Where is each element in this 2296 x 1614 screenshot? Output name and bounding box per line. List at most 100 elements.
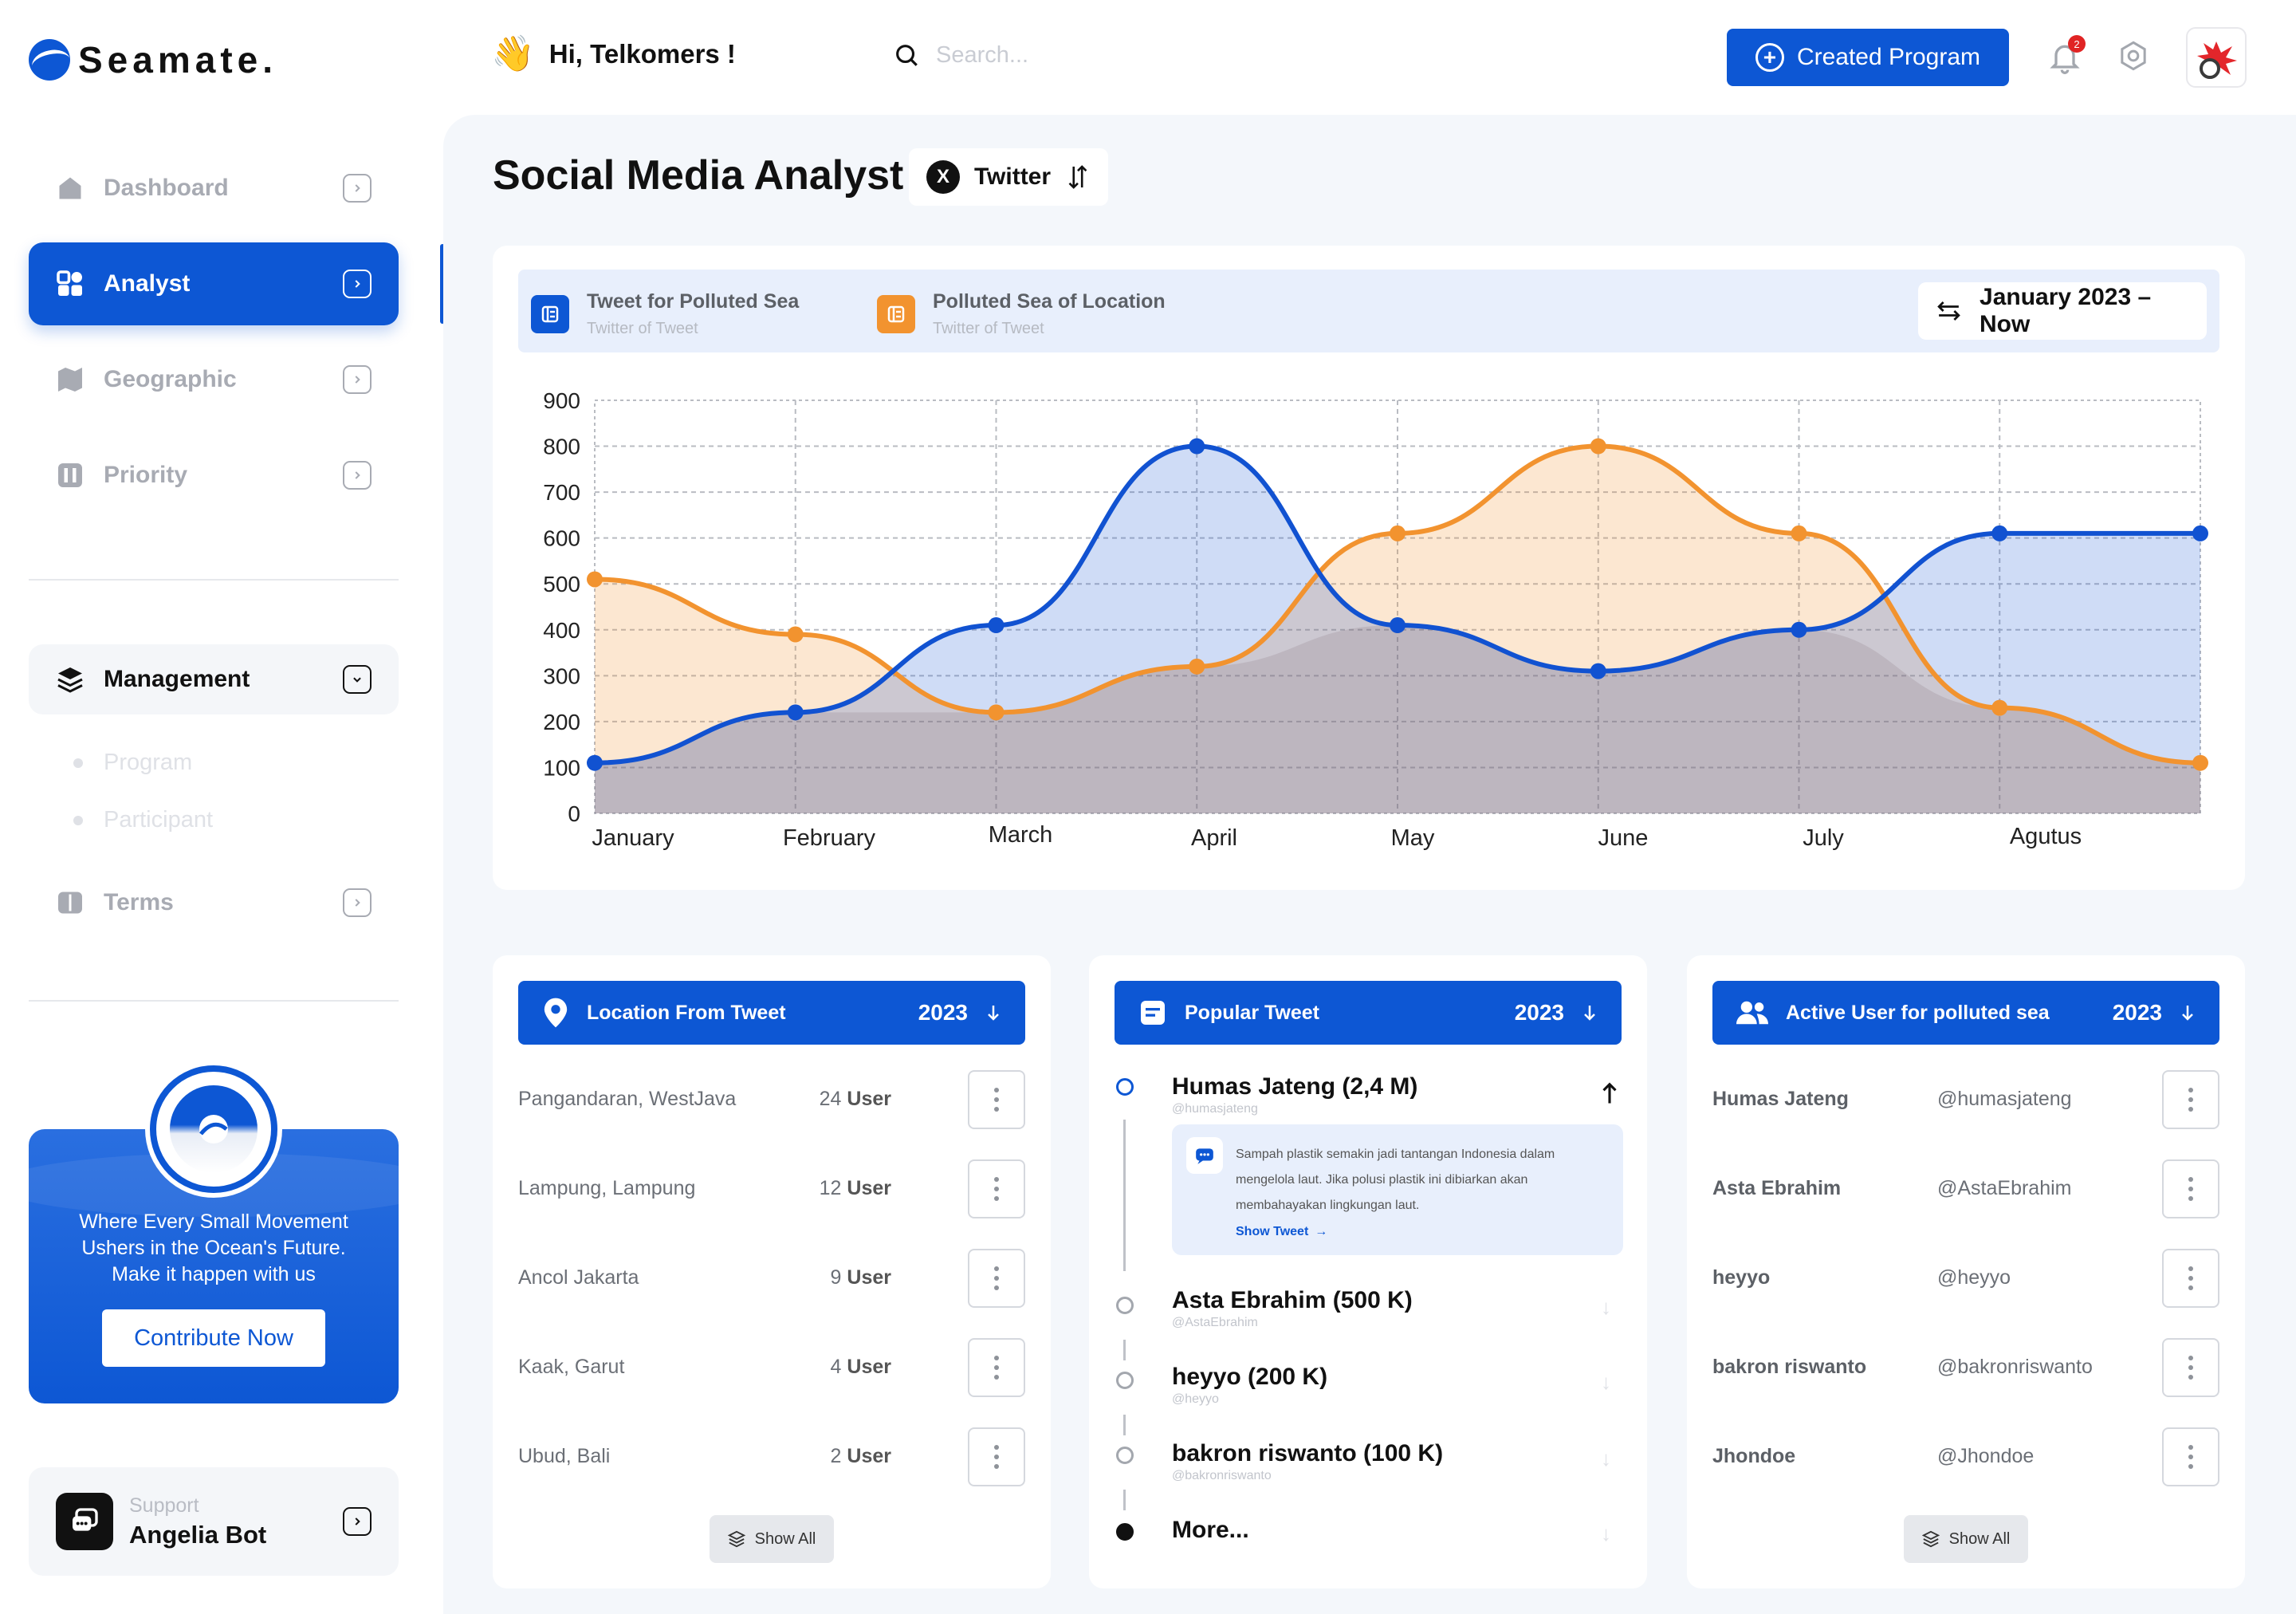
ocean-logo-icon xyxy=(170,1085,258,1173)
popular-tweet-item[interactable]: heyyo (200 K) @heyyo xyxy=(1172,1364,1327,1407)
home-icon xyxy=(59,177,81,199)
location-name: Ubud, Bali xyxy=(518,1445,611,1467)
chevron-down-icon xyxy=(343,665,372,694)
arrow-up-icon[interactable] xyxy=(1599,1081,1620,1105)
more-options-button[interactable] xyxy=(968,1427,1025,1486)
search-bar[interactable] xyxy=(893,41,1287,69)
support-name: Angelia Bot xyxy=(129,1520,267,1549)
timeline-node-more xyxy=(1116,1523,1134,1541)
sidebar-item-geographic[interactable]: Geographic xyxy=(29,338,399,421)
dot-icon xyxy=(994,1276,999,1281)
legend-item-tweets[interactable]: Tweet for Polluted Sea Twitter of Tweet xyxy=(531,290,799,338)
popular-tweet-item[interactable]: Asta Ebrahim (500 K) @AstaEbrahim xyxy=(1172,1287,1413,1330)
sidebar-item-analyst[interactable]: Analyst xyxy=(29,242,399,325)
user-count: 4 User xyxy=(831,1356,891,1379)
dot-icon xyxy=(2188,1445,2193,1450)
location-card-header[interactable]: Location From Tweet 2023 xyxy=(518,981,1025,1045)
count-value: 2 xyxy=(830,1445,842,1467)
show-all-locations-button[interactable]: Show All xyxy=(710,1515,834,1563)
show-tweet-label: Show Tweet xyxy=(1236,1225,1309,1238)
sidebar-item-terms[interactable]: Terms xyxy=(29,861,399,944)
more-options-button[interactable] xyxy=(2162,1070,2219,1129)
arrow-down-icon[interactable]: ↓ xyxy=(1601,1295,1611,1319)
dot-icon xyxy=(994,1285,999,1290)
timeline-node xyxy=(1116,1447,1134,1464)
more-tweets-link[interactable]: More... xyxy=(1172,1517,1249,1544)
location-name: Pangandaran, WestJava xyxy=(518,1088,737,1110)
x-tick-label: March xyxy=(989,822,1053,848)
dot-icon xyxy=(2188,1266,2193,1271)
support-bot[interactable]: Support Angelia Bot xyxy=(29,1467,399,1576)
more-options-button[interactable] xyxy=(968,1070,1025,1129)
show-all-users-button[interactable]: Show All xyxy=(1904,1515,2028,1563)
layers-icon xyxy=(1921,1530,1940,1548)
book-icon xyxy=(58,892,82,914)
more-options-button[interactable] xyxy=(2162,1159,2219,1218)
user-handle: @bakronriswanto xyxy=(1937,1356,2093,1378)
promo-line: Ushers in the Ocean's Future. xyxy=(81,1237,346,1259)
count-value: 24 xyxy=(819,1088,842,1110)
dot-icon xyxy=(2188,1097,2193,1102)
count-unit: User xyxy=(847,1177,891,1199)
location-name: Kaak, Garut xyxy=(518,1356,625,1378)
dot-icon xyxy=(2188,1276,2193,1281)
created-program-button[interactable]: + Created Program xyxy=(1727,29,2009,86)
sidebar-subitem-participant[interactable]: Participant xyxy=(73,807,213,833)
arrow-down-icon[interactable]: ↓ xyxy=(1601,1447,1611,1470)
year-filter[interactable]: 2023 xyxy=(2112,1000,2162,1025)
tweet-handle: @humasjateng xyxy=(1172,1102,1258,1116)
y-tick-label: 700 xyxy=(543,480,580,505)
sidebar-divider xyxy=(29,579,399,581)
popular-tweet-item[interactable]: Humas Jateng (2,4 M) @humasjateng xyxy=(1172,1073,1417,1116)
notification-button[interactable]: 2 xyxy=(2047,35,2086,78)
swap-arrows-icon xyxy=(1937,301,1960,321)
user-count: 24 User xyxy=(820,1088,891,1111)
year-filter[interactable]: 2023 xyxy=(1514,1000,1564,1025)
sidebar-management-toggle[interactable]: Management xyxy=(29,644,399,714)
popular-tweet-item[interactable]: bakron riswanto (100 K) @bakronriswanto xyxy=(1172,1440,1443,1483)
sidebar-item-priority[interactable]: Priority xyxy=(29,434,399,517)
active-indicator xyxy=(440,244,445,324)
seamate-logo-icon xyxy=(29,39,70,81)
year-filter[interactable]: 2023 xyxy=(918,1000,968,1025)
popular-card-header[interactable]: Popular Tweet 2023 xyxy=(1115,981,1622,1045)
legend-item-locations[interactable]: Polluted Sea of Location Twitter of Twee… xyxy=(877,290,1166,338)
sidebar-item-dashboard[interactable]: Dashboard xyxy=(29,147,399,230)
more-options-button[interactable] xyxy=(2162,1427,2219,1486)
date-range-button[interactable]: January 2023 – Now xyxy=(1918,282,2207,340)
settings-button[interactable] xyxy=(2117,40,2149,72)
legend-title: Tweet for Polluted Sea xyxy=(587,290,800,313)
y-tick-label: 200 xyxy=(543,710,580,734)
active-user-card-header[interactable]: Active User for polluted sea 2023 xyxy=(1712,981,2219,1045)
dot-icon xyxy=(994,1365,999,1370)
series-line-1 xyxy=(592,443,2203,766)
dot-icon xyxy=(994,1177,999,1182)
brand-logo[interactable]: Seamate. xyxy=(29,38,277,81)
more-options-button[interactable] xyxy=(2162,1249,2219,1308)
sidebar-subitem-program[interactable]: Program xyxy=(73,750,192,776)
x-tick-label: February xyxy=(783,825,876,851)
more-options-button[interactable] xyxy=(2162,1338,2219,1397)
search-input[interactable] xyxy=(936,41,1287,69)
user-count: 12 User xyxy=(820,1177,891,1200)
arrow-down-icon[interactable]: ↓ xyxy=(1601,1370,1611,1394)
search-icon xyxy=(896,45,918,66)
data-point xyxy=(1189,658,1205,675)
data-point xyxy=(587,571,603,588)
arrow-right-icon: → xyxy=(1315,1225,1328,1238)
more-options-button[interactable] xyxy=(968,1249,1025,1308)
chevron-right-icon xyxy=(343,888,372,917)
chat-icon xyxy=(1186,1137,1223,1174)
more-options-button[interactable] xyxy=(968,1338,1025,1397)
contribute-now-button[interactable]: Contribute Now xyxy=(102,1309,325,1367)
dot-icon xyxy=(994,1097,999,1102)
dot-icon xyxy=(2188,1177,2193,1182)
plus-circle-icon: + xyxy=(1755,43,1784,72)
more-options-button[interactable] xyxy=(968,1159,1025,1218)
show-tweet-link[interactable]: Show Tweet → xyxy=(1236,1225,1327,1239)
platform-selector[interactable]: X Twitter xyxy=(909,148,1108,206)
telkom-logo[interactable] xyxy=(2186,27,2247,88)
page-title: Social Media Analyst xyxy=(493,152,904,199)
platform-label: Twitter xyxy=(973,163,1052,190)
arrow-down-icon[interactable]: ↓ xyxy=(1601,1521,1611,1545)
